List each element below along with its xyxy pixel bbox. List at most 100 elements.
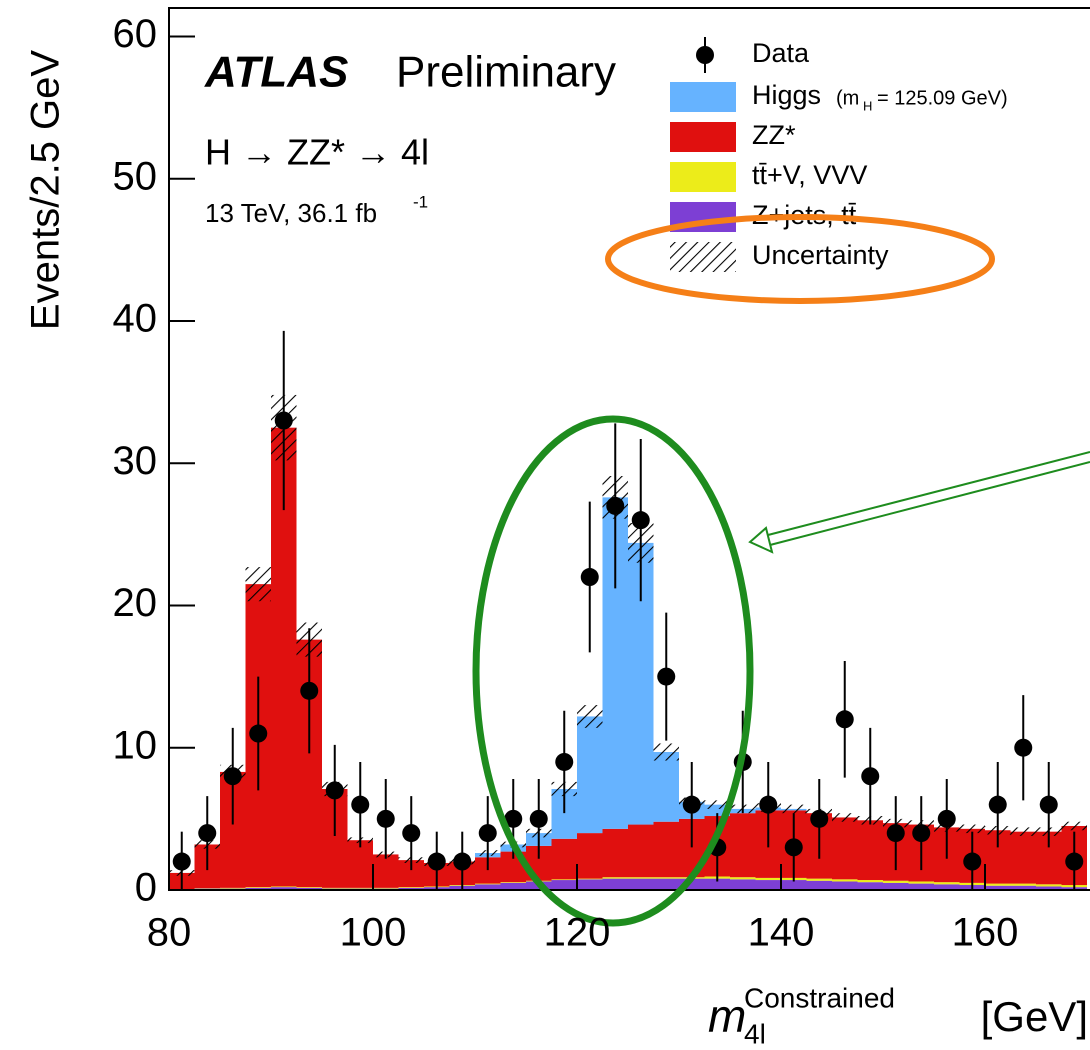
histogram-bar <box>908 883 934 890</box>
histogram-bar <box>1036 884 1062 887</box>
data-point <box>402 824 421 843</box>
data-point <box>759 795 778 814</box>
data-point <box>300 681 319 700</box>
uncertainty-band <box>959 824 985 834</box>
data-point <box>912 824 931 843</box>
histogram-bar <box>296 887 322 888</box>
histogram-bar <box>934 882 960 885</box>
data-point <box>861 767 880 786</box>
data-point <box>963 852 982 871</box>
histogram-bar <box>577 878 603 880</box>
legend-marker <box>696 46 714 64</box>
histogram-bar <box>551 879 577 881</box>
data-point <box>810 809 829 828</box>
histogram-bar <box>908 881 934 884</box>
histogram-bar <box>985 885 1011 890</box>
x-tick-label: 80 <box>147 911 192 955</box>
legend-swatch <box>670 162 736 192</box>
histogram-bar <box>602 828 628 878</box>
uncertainty-band <box>1061 821 1087 831</box>
x-axis-sub: 4l <box>744 1018 766 1049</box>
legend-label: Data <box>752 38 810 68</box>
histogram-bar <box>1010 883 1036 886</box>
uncertainty-band <box>653 743 679 761</box>
histogram-bar <box>500 882 526 890</box>
y-tick-label: 50 <box>113 154 158 198</box>
histogram-bar <box>857 882 883 890</box>
data-point <box>478 824 497 843</box>
legend-note-sub: H <box>863 98 872 113</box>
histogram-bar <box>806 880 832 890</box>
legend-label: ZZ* <box>752 120 796 150</box>
data-point <box>631 511 650 530</box>
histogram-bar <box>653 821 679 878</box>
histogram-bar <box>245 887 271 888</box>
data-point <box>1065 852 1084 871</box>
legend-label: Higgs <box>752 80 821 110</box>
histogram-bar <box>500 882 526 883</box>
histogram-bar <box>832 879 858 882</box>
histogram-bar <box>679 878 705 890</box>
data-point <box>223 767 242 786</box>
histogram-bar <box>577 833 603 879</box>
y-tick-label: 0 <box>135 866 157 910</box>
histogram-bar <box>985 883 1011 886</box>
histogram-bar <box>704 804 730 817</box>
legend-note: = 125.09 GeV) <box>877 87 1008 109</box>
histogram-bar <box>806 878 832 881</box>
data-point <box>988 795 1007 814</box>
data-point <box>606 496 625 515</box>
histogram-bar <box>373 854 399 888</box>
x-axis-sup: Constrained <box>744 982 895 1013</box>
histogram-bar <box>755 877 781 881</box>
legend-label: tt̄+V, VVV <box>752 160 867 190</box>
histogram-bar <box>577 716 603 834</box>
histogram-bar <box>398 887 424 888</box>
data-point <box>274 411 293 430</box>
legend-swatch <box>670 122 736 152</box>
arrow <box>748 451 1090 554</box>
data-point <box>529 809 548 828</box>
data-point <box>504 809 523 828</box>
histogram-bar <box>628 878 654 890</box>
histogram-bar <box>832 817 858 880</box>
uncertainty-band <box>245 567 271 602</box>
histogram-bar <box>398 887 424 890</box>
data-point <box>453 852 472 871</box>
y-axis-label: Events/2.5 GeV <box>24 50 68 330</box>
y-tick-label: 30 <box>113 439 158 483</box>
histogram-bar <box>628 824 654 878</box>
histogram-bar <box>653 877 679 879</box>
uncertainty-band <box>577 705 603 728</box>
y-tick-label: 20 <box>113 581 158 625</box>
histogram-bar <box>755 880 781 890</box>
data-point <box>784 838 803 857</box>
histogram-bar <box>883 882 909 890</box>
histogram-bar <box>730 813 756 878</box>
y-tick-label: 60 <box>113 12 158 56</box>
status: Preliminary <box>396 48 616 97</box>
histogram-bar <box>245 887 271 890</box>
energy-lumi: 13 TeV, 36.1 fb <box>205 198 377 228</box>
data-point <box>198 824 217 843</box>
uncertainty-band <box>832 813 858 822</box>
histogram-bar <box>551 880 577 890</box>
histogram-bar <box>551 838 577 880</box>
histogram-bar <box>220 887 246 889</box>
y-tick-label: 10 <box>113 723 158 767</box>
data-point <box>172 852 191 871</box>
histogram-bar <box>373 887 399 889</box>
data-point <box>325 781 344 800</box>
histogram-bar <box>857 820 883 881</box>
data-point <box>555 752 574 771</box>
histogram-bar <box>271 886 297 888</box>
histogram-bar <box>475 884 501 890</box>
histogram-bar <box>475 883 501 885</box>
x-tick-label: 140 <box>748 911 815 955</box>
histogram-bar <box>781 880 807 890</box>
x-axis-unit: [GeV] <box>981 993 1088 1040</box>
histogram-bar <box>730 879 756 890</box>
data-point <box>249 724 268 743</box>
data-point <box>1014 738 1033 757</box>
